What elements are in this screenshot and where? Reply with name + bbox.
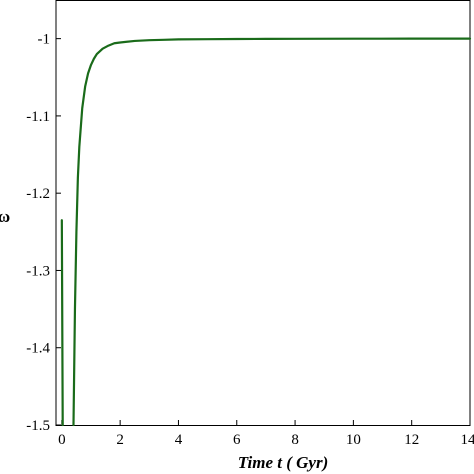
x-tick-label: 12: [404, 432, 419, 448]
x-tick-label: 6: [233, 432, 241, 448]
x-tick-label: 0: [58, 432, 66, 448]
plot-area: [55, 0, 472, 427]
y-tick-label: -1.3: [26, 263, 50, 279]
x-tick-label: 10: [346, 432, 361, 448]
y-tick-label: -1.2: [26, 186, 50, 202]
x-tick-label: 2: [116, 432, 124, 448]
x-tick-label: 4: [175, 432, 183, 448]
x-axis-ticks: 0 2 4 6 8 10 12 14: [58, 420, 474, 448]
x-tick-label: 14: [461, 432, 474, 448]
y-axis-ticks: -1.5 -1.4 -1.3 -1.2 -1.1 -1: [26, 32, 61, 434]
y-tick-label: -1: [38, 32, 51, 48]
plot-frame: [55, 0, 471, 426]
y-tick-label: -1.4: [26, 341, 50, 357]
x-tick-label: 8: [291, 432, 299, 448]
y-tick-label: -1.5: [26, 418, 50, 434]
y-axis-label: ω: [0, 207, 10, 226]
y-tick-label: -1.1: [26, 109, 50, 125]
series-line: [60, 37, 472, 427]
x-axis-label: Time t ( Gyr): [238, 453, 328, 472]
